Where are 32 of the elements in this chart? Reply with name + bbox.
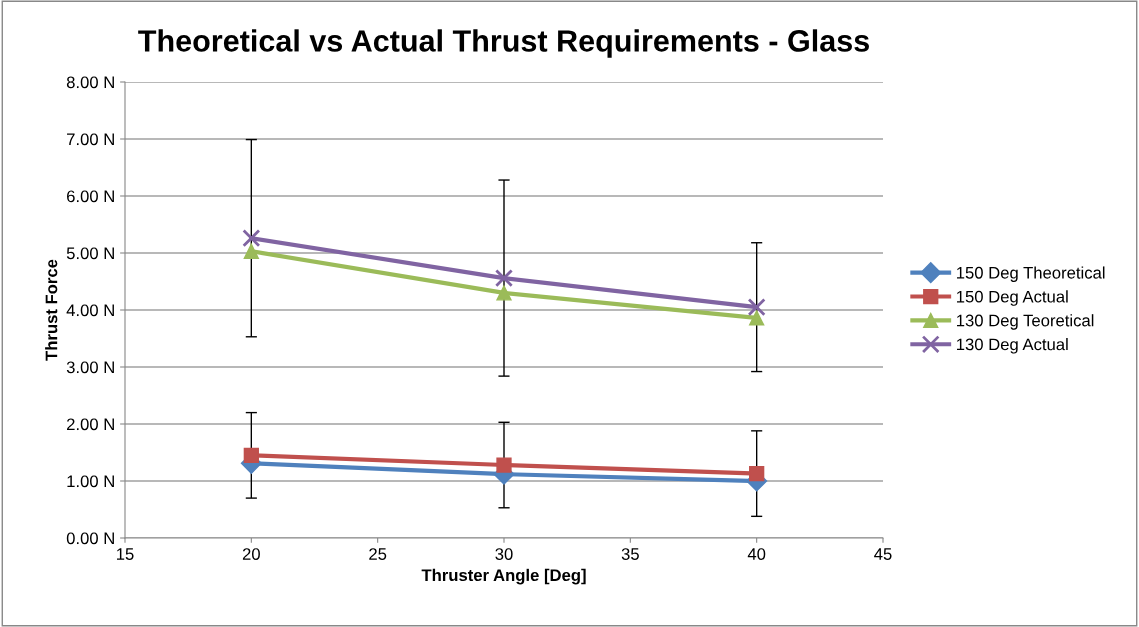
x-tick-label: 45 bbox=[874, 548, 892, 560]
x-tick-label: 20 bbox=[242, 548, 260, 560]
y-tick-label: 2.00 N bbox=[67, 418, 114, 431]
point bbox=[243, 447, 259, 463]
point bbox=[496, 457, 512, 473]
y-tick-label: 4.00 N bbox=[66, 304, 114, 317]
x-axis-title: Thruster Angle [Deg] bbox=[421, 568, 586, 585]
point bbox=[496, 285, 512, 301]
y-tick-label: 5.00 N bbox=[66, 247, 114, 260]
x-tick-label: 30 bbox=[495, 548, 513, 560]
point bbox=[494, 269, 514, 288]
point bbox=[243, 243, 259, 259]
legend-label: 150 Deg Theoretical bbox=[957, 266, 1105, 282]
x-tick-label: 15 bbox=[117, 548, 134, 560]
legend-label: 130 Deg Teoretical bbox=[957, 314, 1094, 330]
y-axis-title: Thrust Force bbox=[45, 259, 58, 361]
chart-title: Theoretical vs Actual Thrust Requirements - Glass bbox=[138, 29, 869, 58]
y-tick-label: 0.00 N bbox=[66, 532, 114, 545]
x-tick-label: 40 bbox=[747, 548, 766, 560]
y-tick-label: 3.00 N bbox=[66, 361, 114, 374]
point bbox=[749, 465, 765, 482]
legend-label: 150 Deg Actual bbox=[957, 290, 1068, 306]
y-tick-label: 6.00 N bbox=[67, 190, 114, 203]
y-tick-label: 7.00 N bbox=[67, 133, 114, 146]
point bbox=[242, 229, 261, 248]
point bbox=[747, 298, 766, 317]
x-tick-label: 35 bbox=[621, 548, 639, 560]
point bbox=[749, 310, 765, 326]
y-tick-label: 1.00 N bbox=[67, 475, 114, 488]
x-tick-label: 25 bbox=[369, 548, 387, 560]
legend-label: 130 Deg Actual bbox=[957, 338, 1068, 354]
y-tick-label: 8.00 N bbox=[66, 76, 114, 89]
